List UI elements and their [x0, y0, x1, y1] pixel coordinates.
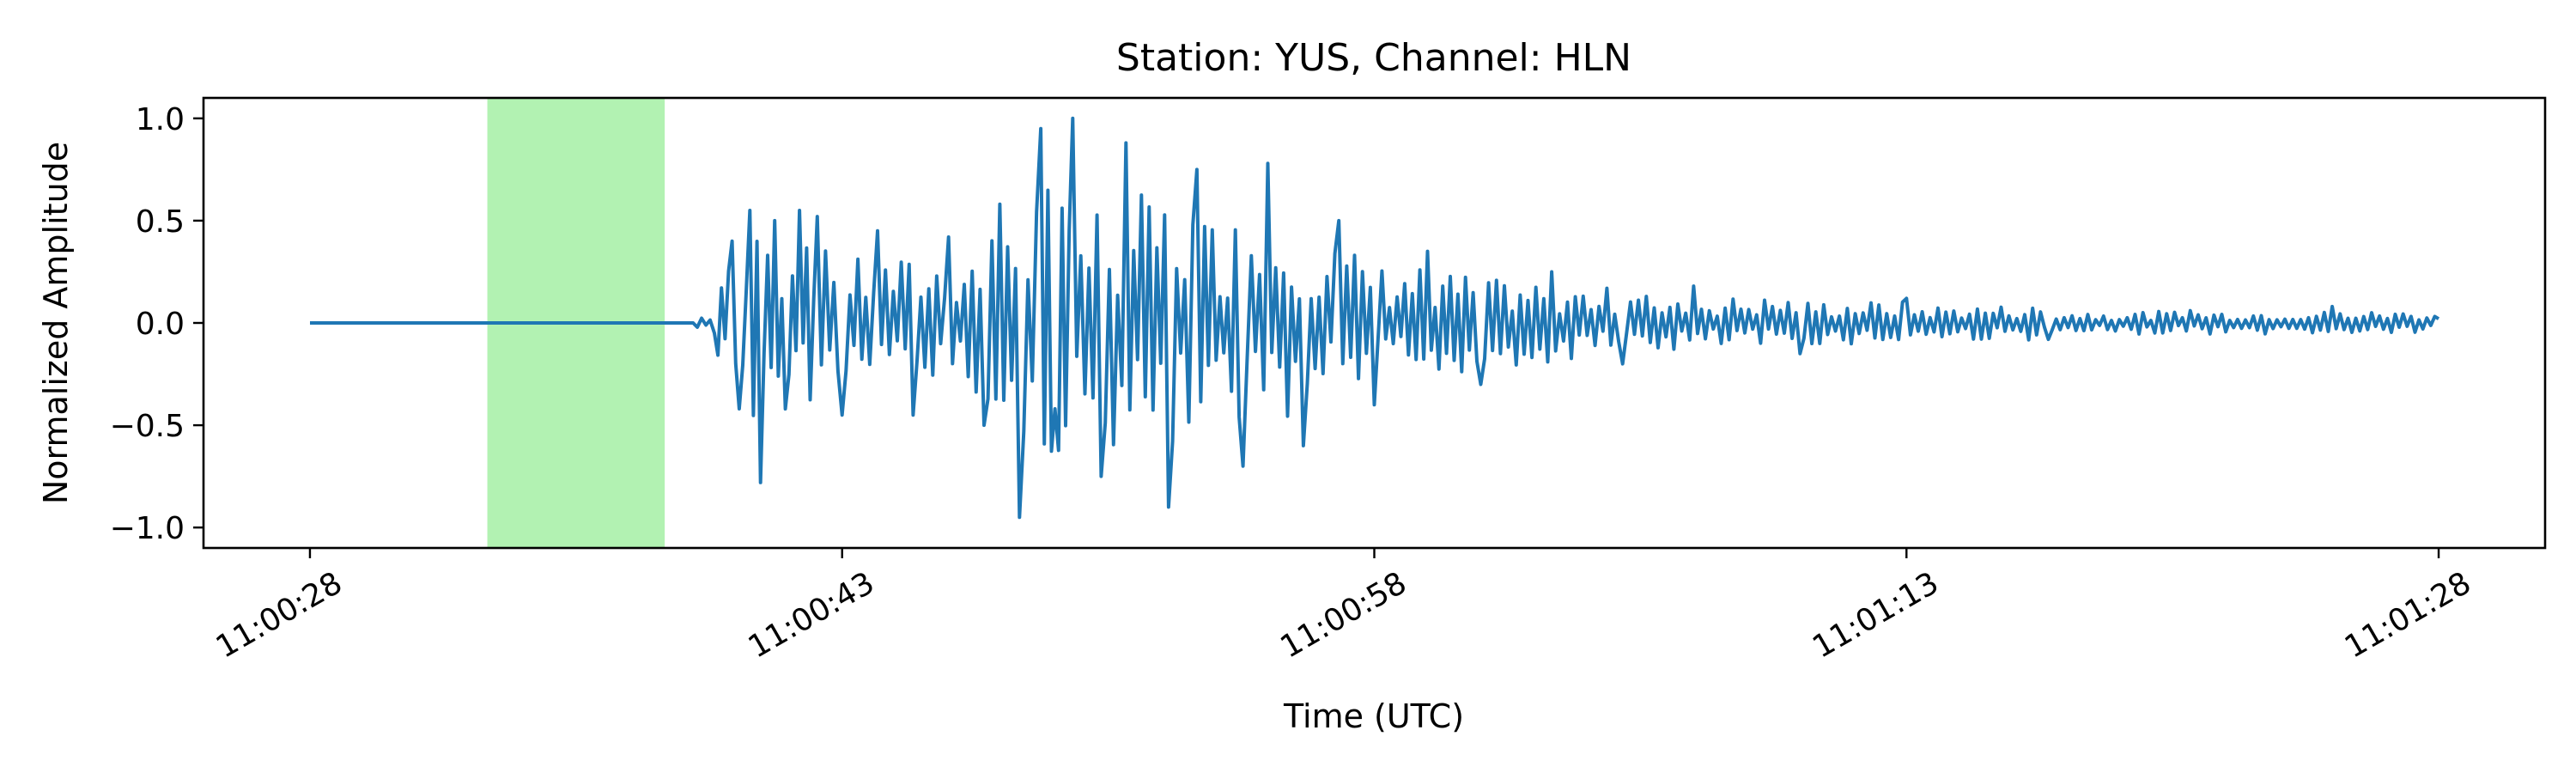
y-tick-label: −1.0: [110, 511, 185, 546]
y-tick-label: −0.5: [110, 409, 185, 444]
chart-title: Station: YUS, Channel: HLN: [1116, 36, 1631, 80]
y-tick-label: 1.0: [136, 102, 185, 137]
waveform-trace: [310, 116, 2440, 520]
y-tick-label: 0.5: [136, 204, 185, 240]
waveform-line: [310, 116, 2440, 520]
x-axis-label: Time (UTC): [1283, 697, 1464, 735]
y-tick-label: 0.0: [136, 307, 185, 342]
y-axis: 1.0 0.5 0.0 −0.5 −1.0: [110, 102, 204, 546]
y-axis-label: Normalized Amplitude: [37, 142, 75, 504]
